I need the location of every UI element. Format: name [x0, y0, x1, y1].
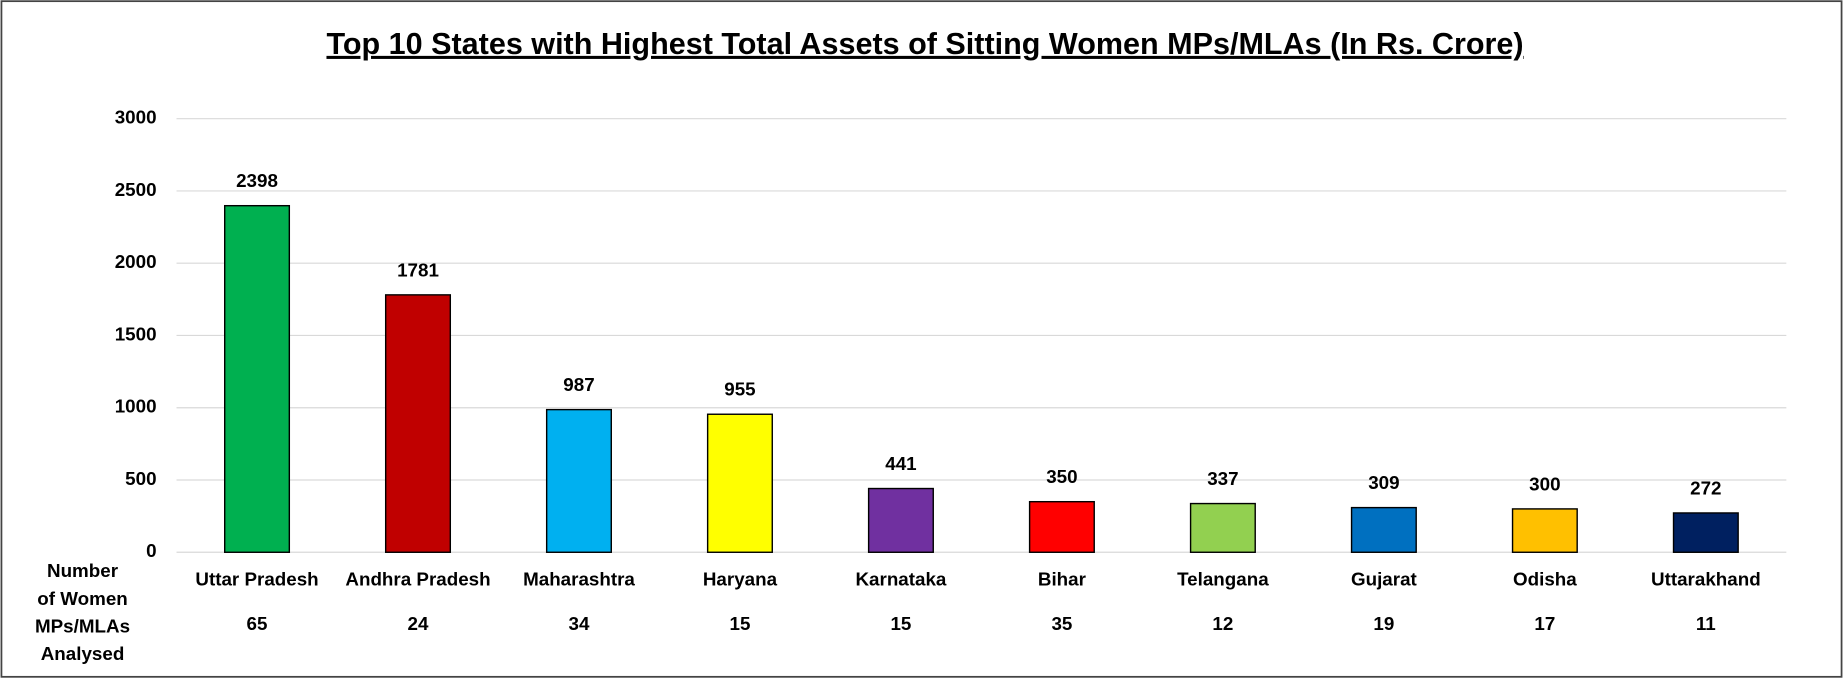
bar	[1672, 512, 1739, 553]
x-tick-label: Maharashtra	[523, 568, 635, 589]
data-label: 2398	[236, 170, 278, 191]
x-tick-label: Gujarat	[1351, 568, 1418, 589]
row-label: Analysed	[41, 643, 125, 664]
bar	[1350, 506, 1417, 553]
bar	[1511, 508, 1578, 553]
count-label: 65	[247, 613, 268, 634]
x-tick-label: Bihar	[1038, 568, 1087, 589]
y-tick-label: 1000	[115, 396, 157, 417]
count-label: 19	[1373, 613, 1394, 634]
row-label: MPs/MLAs	[35, 615, 130, 636]
data-label: 987	[563, 374, 594, 395]
count-label: 11	[1696, 613, 1716, 634]
x-tick-label: Karnataka	[855, 568, 946, 589]
x-tick-label: Haryana	[703, 568, 778, 589]
y-tick-label: 0	[146, 540, 156, 561]
count-label: 12	[1212, 613, 1233, 634]
count-label: 34	[569, 613, 590, 634]
x-tick-label: Odisha	[1513, 568, 1577, 589]
row-label: Number	[47, 560, 119, 581]
data-label: 350	[1046, 466, 1077, 487]
data-label: 272	[1690, 477, 1721, 498]
count-label: 17	[1534, 613, 1555, 634]
x-tick-label: Andhra Pradesh	[345, 568, 490, 589]
bar	[384, 294, 452, 553]
x-tick-label: Uttar Pradesh	[195, 568, 318, 589]
data-label: 300	[1529, 473, 1560, 494]
bar	[1189, 502, 1256, 553]
y-tick-label: 1500	[115, 323, 157, 344]
count-label: 35	[1051, 613, 1072, 634]
bar	[1028, 500, 1095, 553]
data-label: 955	[724, 379, 755, 400]
x-tick-label: Uttarakhand	[1651, 568, 1761, 589]
y-tick-label: 2500	[115, 179, 157, 200]
count-label: 24	[408, 613, 429, 634]
count-label: 15	[890, 613, 911, 634]
data-label: 337	[1207, 468, 1238, 489]
data-label: 441	[885, 453, 916, 474]
bar	[706, 413, 773, 553]
data-label: 309	[1368, 472, 1399, 493]
chart-title: Top 10 States with Highest Total Assets …	[326, 27, 1523, 61]
bar	[545, 408, 612, 553]
x-tick-label: Telangana	[1177, 568, 1269, 589]
bar	[223, 204, 291, 553]
y-tick-label: 500	[125, 468, 156, 489]
count-label: 15	[729, 613, 750, 634]
bar	[867, 487, 934, 553]
row-label: of Women	[37, 588, 127, 609]
y-tick-label: 3000	[115, 107, 157, 128]
y-tick-label: 2000	[115, 251, 157, 272]
data-label: 1781	[397, 259, 439, 280]
